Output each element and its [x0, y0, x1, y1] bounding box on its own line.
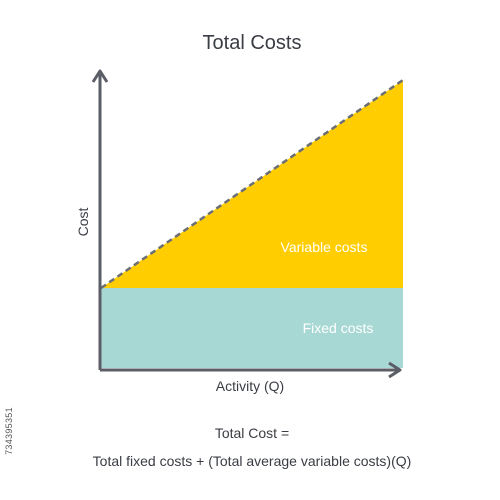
y-axis-arrow-icon	[91, 69, 109, 83]
chart-title: Total Costs	[203, 32, 302, 54]
fixed-costs-area	[101, 288, 403, 368]
fixed-costs-label: Fixed costs	[303, 320, 374, 336]
y-axis-label: Cost	[75, 208, 91, 237]
variable-costs-label: Variable costs	[281, 239, 368, 255]
image-id-label: 734395351	[4, 407, 14, 455]
formula-line-2: Total fixed costs + (Total average varia…	[93, 453, 412, 469]
x-axis-arrow-icon	[388, 361, 402, 379]
total-cost-dashed-line	[100, 78, 404, 290]
x-axis-label: Activity (Q)	[216, 378, 284, 394]
formula-line-1: Total Cost =	[215, 425, 289, 441]
